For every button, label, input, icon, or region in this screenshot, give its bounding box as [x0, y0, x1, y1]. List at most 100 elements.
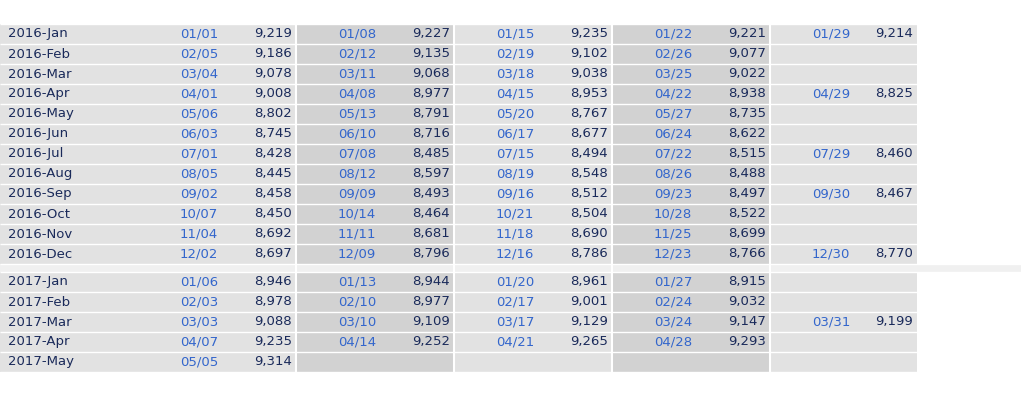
Bar [770, 144, 917, 164]
Text: 8,802: 8,802 [254, 107, 292, 120]
Bar [0, 352, 296, 372]
Text: 8,493: 8,493 [412, 187, 450, 200]
Bar [612, 64, 770, 84]
Text: 05/27: 05/27 [653, 107, 692, 120]
Bar [0, 104, 296, 124]
Text: 8,766: 8,766 [728, 248, 766, 261]
Text: 8,548: 8,548 [571, 168, 607, 181]
Bar [612, 244, 770, 264]
Bar [770, 64, 917, 84]
Bar [770, 244, 917, 264]
Text: 8,786: 8,786 [571, 248, 607, 261]
Text: 08/19: 08/19 [496, 168, 534, 181]
Text: 8,953: 8,953 [570, 88, 607, 101]
Text: 01/27: 01/27 [653, 276, 692, 289]
Bar [612, 332, 770, 352]
Text: 12/23: 12/23 [653, 248, 692, 261]
Text: 9,135: 9,135 [412, 48, 450, 61]
Text: 8,467: 8,467 [875, 187, 913, 200]
Text: 01/06: 01/06 [180, 276, 218, 289]
Text: 03/10: 03/10 [338, 316, 376, 329]
Text: 09/09: 09/09 [338, 187, 376, 200]
Text: 2016-May: 2016-May [8, 107, 74, 120]
Text: 02/10: 02/10 [338, 295, 376, 308]
Text: 06/24: 06/24 [653, 128, 692, 141]
Text: 9,078: 9,078 [254, 67, 292, 80]
Text: 12/02: 12/02 [180, 248, 218, 261]
Text: 01/01: 01/01 [180, 27, 218, 40]
Text: 2016-Apr: 2016-Apr [8, 88, 69, 101]
Text: 2016-Jun: 2016-Jun [8, 128, 68, 141]
Bar [296, 272, 454, 292]
Text: 2017-May: 2017-May [8, 356, 74, 369]
Text: 8,697: 8,697 [254, 248, 292, 261]
Text: 2016-Mar: 2016-Mar [8, 67, 71, 80]
Text: 03/24: 03/24 [653, 316, 692, 329]
Text: 04/01: 04/01 [180, 88, 218, 101]
Text: 03/18: 03/18 [496, 67, 534, 80]
Bar [612, 44, 770, 64]
Bar [454, 352, 612, 372]
Text: 8,946: 8,946 [254, 276, 292, 289]
Bar [454, 84, 612, 104]
Text: 12/30: 12/30 [812, 248, 850, 261]
Text: 9,227: 9,227 [412, 27, 450, 40]
Text: 07/08: 07/08 [338, 147, 376, 160]
Bar [296, 104, 454, 124]
Text: 8,716: 8,716 [412, 128, 450, 141]
Text: 8,445: 8,445 [254, 168, 292, 181]
Text: 2016-Oct: 2016-Oct [8, 208, 70, 221]
Text: 2016-Feb: 2016-Feb [8, 48, 70, 61]
Text: 04/15: 04/15 [496, 88, 534, 101]
Text: 9,293: 9,293 [728, 335, 766, 348]
Text: 08/05: 08/05 [180, 168, 218, 181]
Text: 05/20: 05/20 [496, 107, 534, 120]
Bar [612, 124, 770, 144]
Text: 8,681: 8,681 [412, 227, 450, 240]
Bar [612, 164, 770, 184]
Bar [0, 272, 296, 292]
Bar [454, 124, 612, 144]
Text: 2016-Nov: 2016-Nov [8, 227, 72, 240]
Text: 02/05: 02/05 [180, 48, 218, 61]
Text: 9,068: 9,068 [412, 67, 450, 80]
Text: 9,109: 9,109 [412, 316, 450, 329]
Text: 9,022: 9,022 [728, 67, 766, 80]
Text: 9,032: 9,032 [728, 295, 766, 308]
Bar [296, 204, 454, 224]
Bar [454, 292, 612, 312]
Bar [770, 204, 917, 224]
Bar [296, 244, 454, 264]
Text: 06/17: 06/17 [496, 128, 534, 141]
Bar [454, 184, 612, 204]
Text: 8,485: 8,485 [412, 147, 450, 160]
Text: 12/16: 12/16 [495, 248, 534, 261]
Text: 12/09: 12/09 [338, 248, 376, 261]
Bar [612, 352, 770, 372]
Text: 8,938: 8,938 [728, 88, 766, 101]
Bar [454, 224, 612, 244]
Text: 8,699: 8,699 [728, 227, 766, 240]
Bar [0, 164, 296, 184]
Bar [454, 64, 612, 84]
Text: 04/07: 04/07 [180, 335, 218, 348]
Bar [296, 64, 454, 84]
Text: 8,494: 8,494 [571, 147, 607, 160]
Bar [770, 332, 917, 352]
Text: 03/11: 03/11 [338, 67, 376, 80]
Text: 9,129: 9,129 [570, 316, 607, 329]
Text: 05/13: 05/13 [338, 107, 376, 120]
Text: 8,692: 8,692 [254, 227, 292, 240]
Text: 09/23: 09/23 [653, 187, 692, 200]
Bar [0, 184, 296, 204]
Text: 8,770: 8,770 [875, 248, 913, 261]
Text: 2016-Aug: 2016-Aug [8, 168, 72, 181]
Bar [454, 244, 612, 264]
Text: 01/15: 01/15 [495, 27, 534, 40]
Bar [454, 312, 612, 332]
Text: 11/25: 11/25 [653, 227, 692, 240]
Text: 8,961: 8,961 [571, 276, 607, 289]
Bar [0, 124, 296, 144]
Bar [612, 204, 770, 224]
Bar [454, 144, 612, 164]
